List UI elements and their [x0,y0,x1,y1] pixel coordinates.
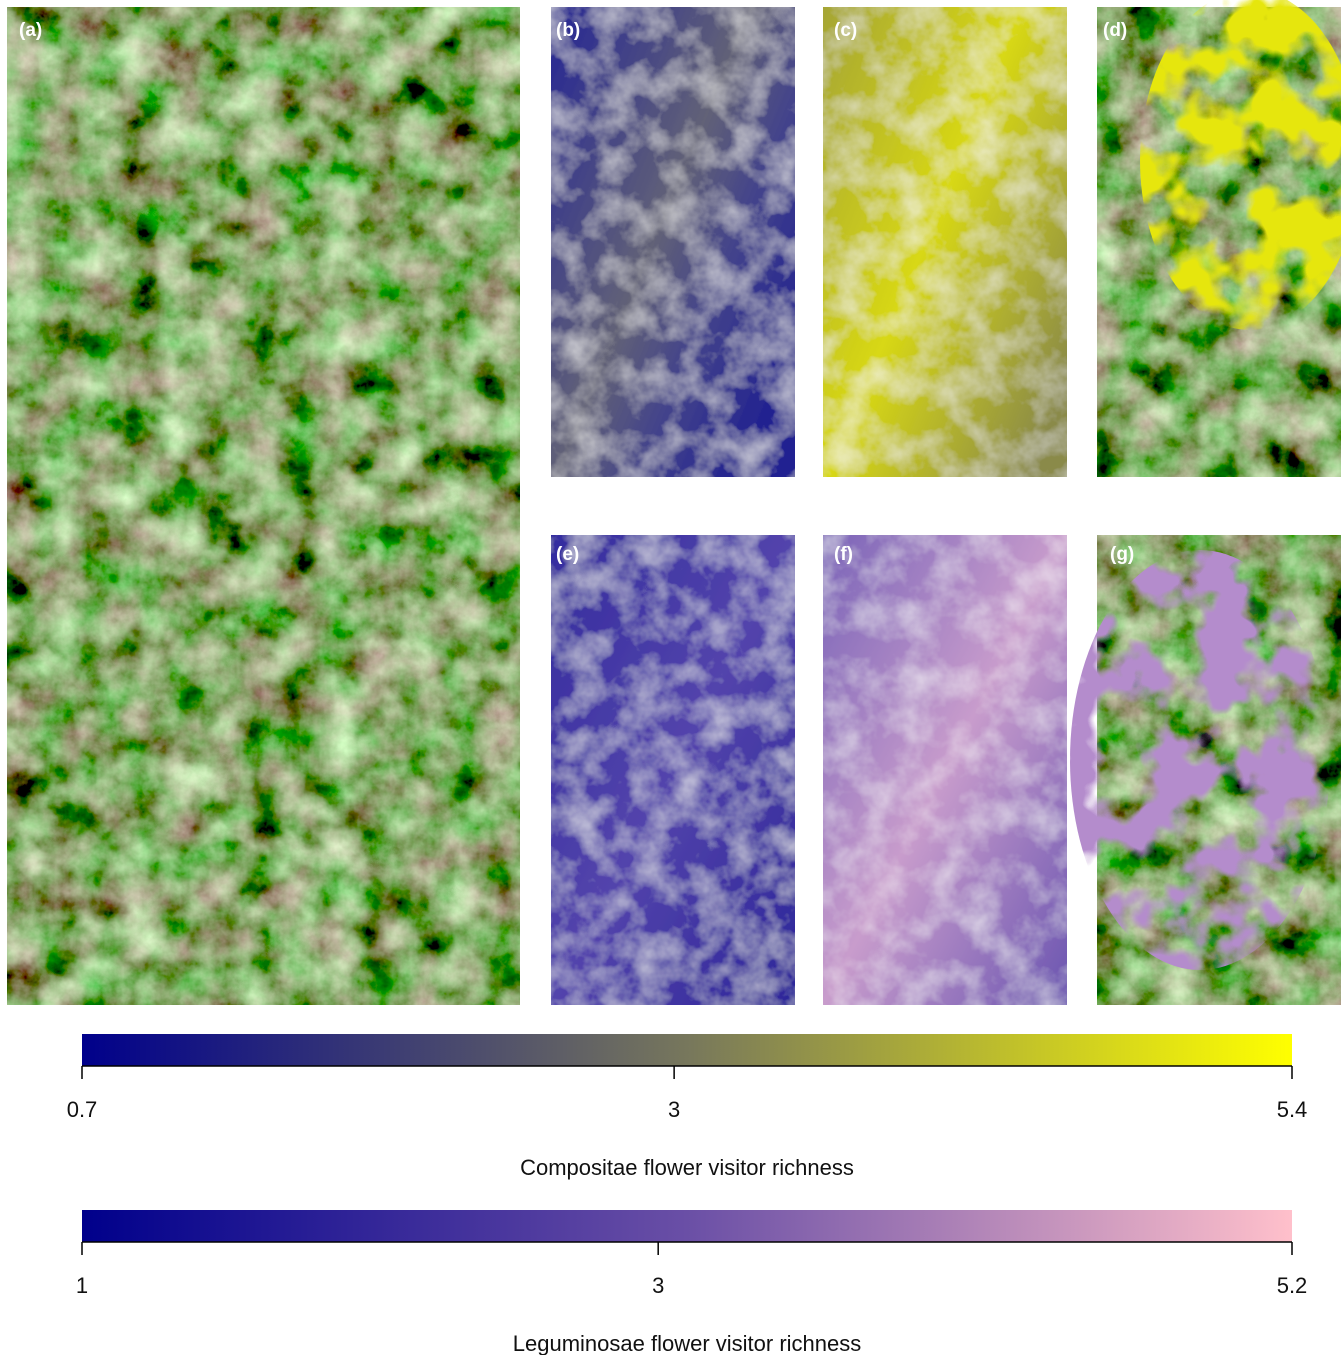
panel-label: (d) [1103,20,1127,41]
tick-label: 5.4 [1277,1097,1308,1122]
colorbar-title: Leguminosae flower visitor richness [513,1331,862,1355]
colorbar [82,1034,1292,1066]
panel-e [551,535,795,1005]
tick-label: 3 [668,1097,680,1122]
panel-d [1097,0,1341,477]
panel-label: (c) [834,20,857,41]
tick-label: 0.7 [67,1097,98,1122]
tick-label: 1 [76,1273,88,1298]
tick-label: 5.2 [1277,1273,1308,1298]
panel-label: (g) [1110,544,1134,565]
panel-c [823,7,1067,477]
colorbar [82,1210,1292,1242]
panel-label: (b) [556,20,580,41]
figure: (a) (b) (c) (d) (e) (f) (g) 0.7 3 5.4 Compo… [0,0,1341,1355]
panel-a [7,7,520,1005]
panel-label: (a) [19,20,42,41]
panel-f [823,535,1067,1005]
tick-label: 3 [652,1273,664,1298]
colorbar-title: Compositae flower visitor richness [520,1155,854,1180]
panel-g [1070,535,1341,1005]
panel-b [551,7,795,477]
panel-label: (e) [556,544,579,565]
panel-label: (f) [834,544,853,565]
